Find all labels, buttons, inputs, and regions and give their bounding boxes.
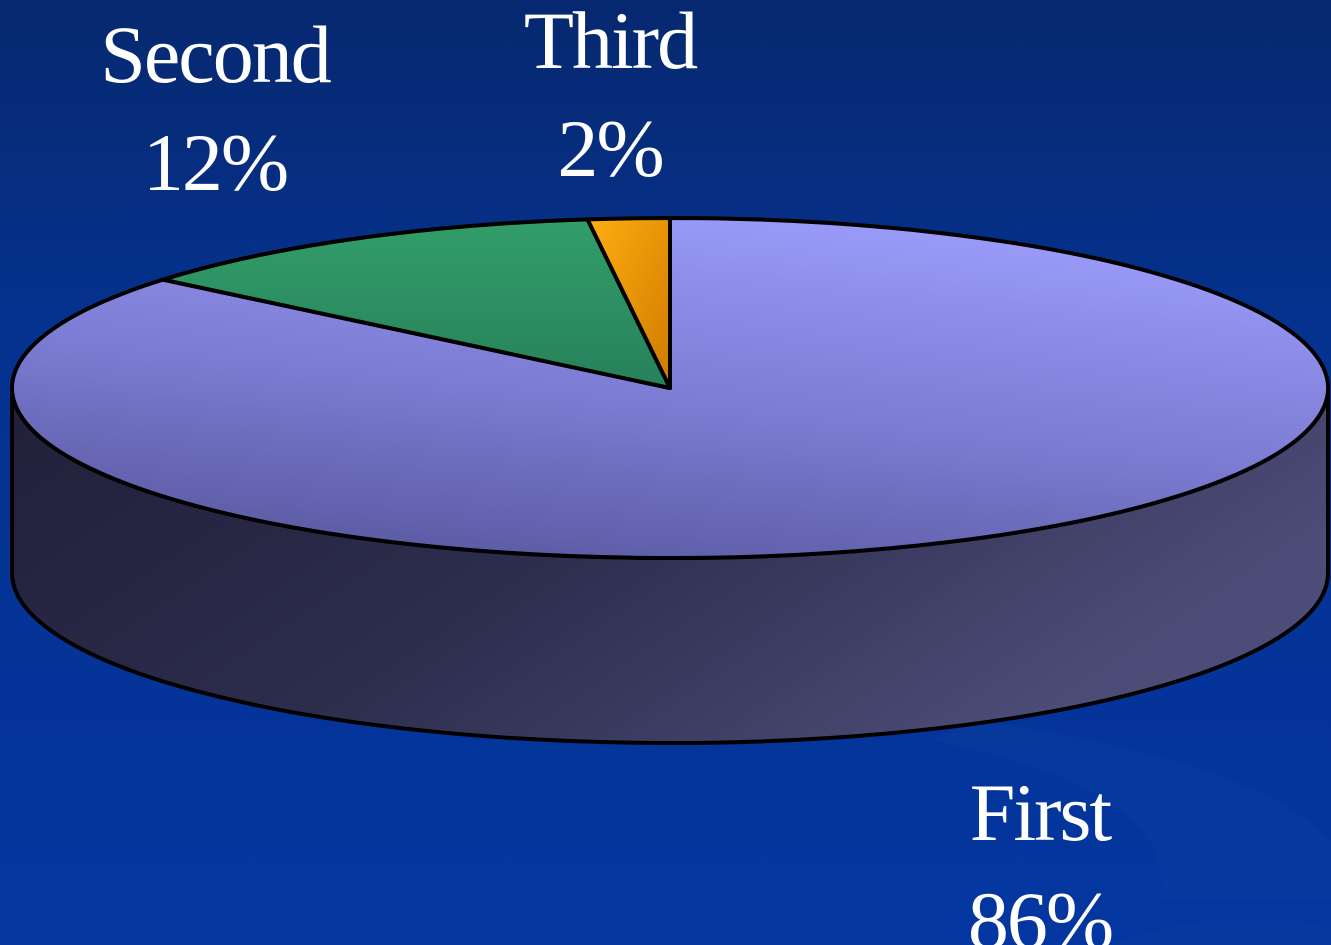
slice-percent-second: 12% [142, 117, 289, 208]
pie-slice-third [585, 216, 672, 390]
slice-name-third: Third [523, 0, 698, 86]
slice-percent-third: 2% [557, 103, 664, 194]
pie-chart [10, 216, 1330, 745]
slice-name-second: Second [100, 9, 331, 100]
slice-label-third: Third 2% [510, 0, 710, 190]
slice-label-second: Second 12% [90, 14, 340, 204]
slice-percent-first: 86% [967, 875, 1114, 945]
pie-slice-second [161, 217, 672, 390]
slice-name-first: First [969, 767, 1112, 858]
slice-label-first: First 86% [940, 772, 1140, 945]
